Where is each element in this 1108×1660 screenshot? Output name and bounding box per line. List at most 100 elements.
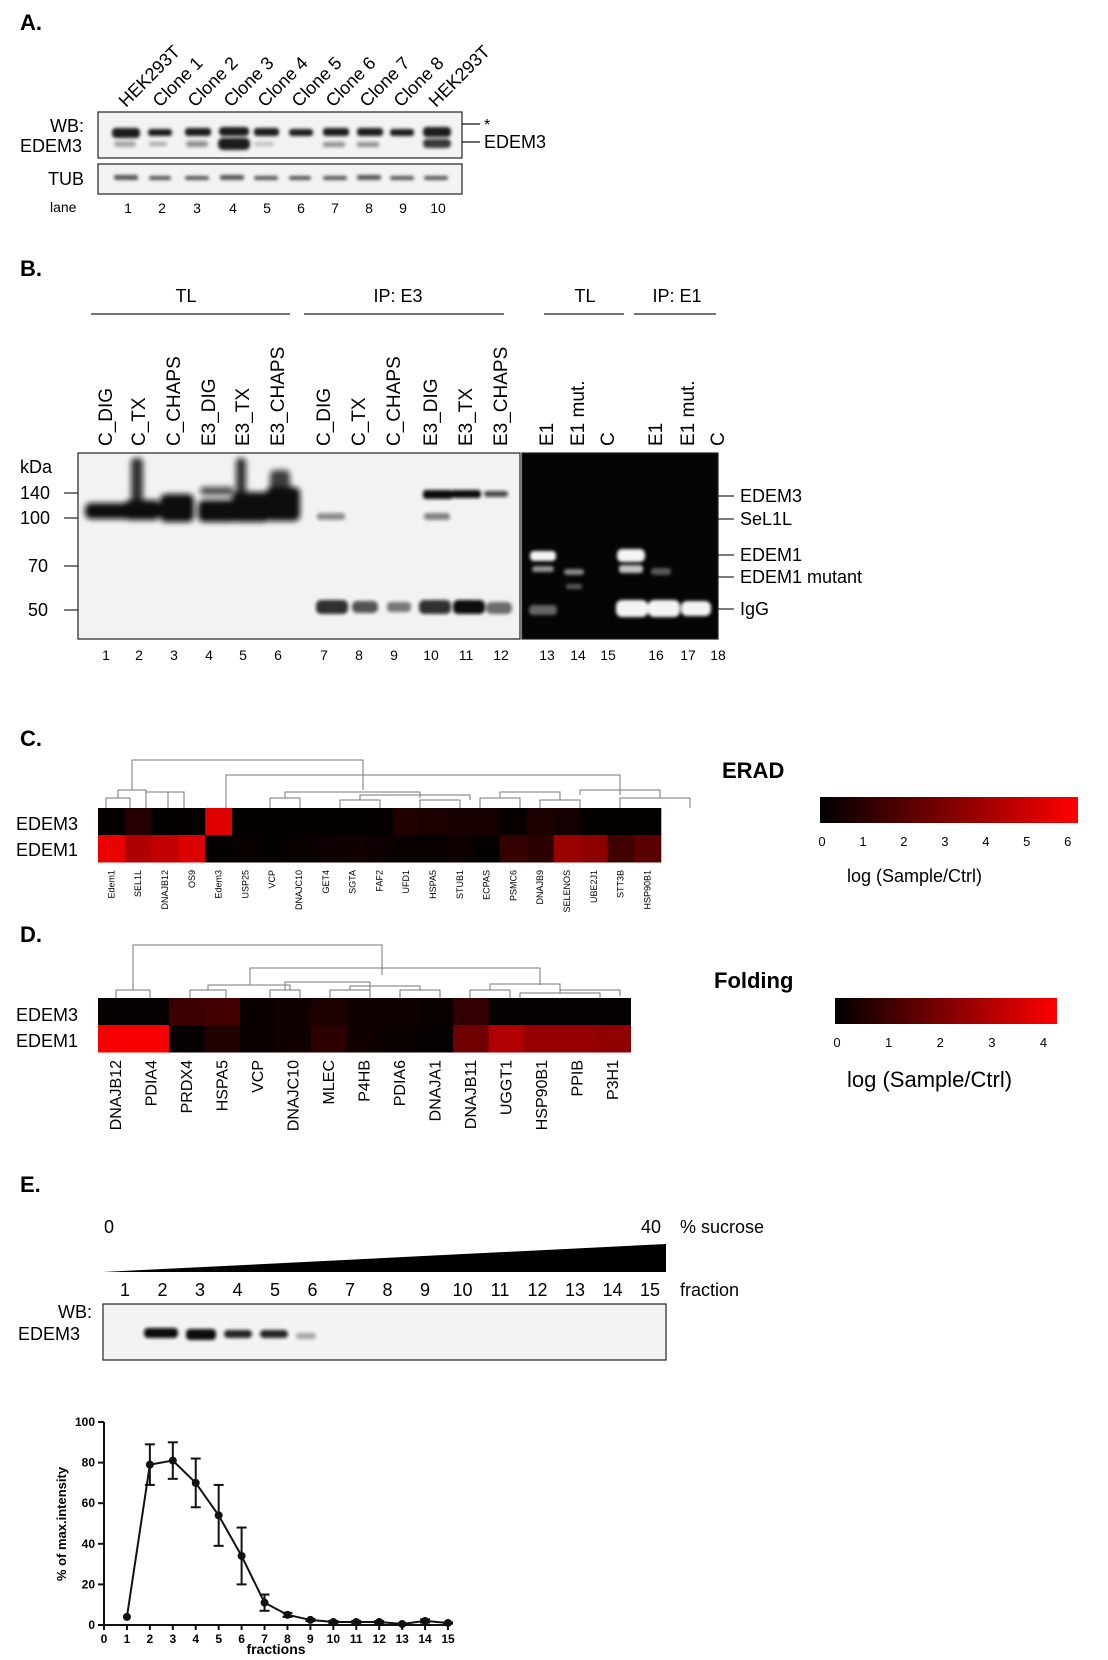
heatmap-column-label: DNAJC10	[286, 1060, 303, 1131]
panel-a-tub-bands	[114, 175, 448, 180]
heatmap-cell	[392, 808, 421, 836]
colorbar-tick: 6	[1064, 834, 1071, 849]
panel-e: E. 0 40 % sucrose 1 2 3 4 5 6 7 8 9 10 11 12 13 14 15 …	[18, 1172, 764, 1657]
heatmap-cell	[346, 1025, 383, 1053]
colorbar-tick: 5	[1023, 834, 1030, 849]
chart-x-tick-label: 14	[418, 1632, 432, 1646]
panel-e-fraction-number: 7	[345, 1280, 355, 1300]
heatmap-cell	[634, 835, 662, 863]
panel-e-fraction-number: 6	[307, 1280, 317, 1300]
panel-d-label: D.	[20, 922, 42, 947]
panel-e-wb-label: WB:	[58, 1302, 92, 1322]
heatmap-column-label: UFD1	[401, 870, 411, 894]
panel-b-lane-title: C	[598, 432, 619, 446]
panel-c-row-edem1: EDEM1	[16, 840, 78, 860]
chart-y-tick-label: 60	[82, 1496, 96, 1510]
chart-point	[122, 1612, 131, 1621]
panel-b-lane-number: 11	[459, 647, 474, 663]
panel-b-mw-100: 100	[20, 508, 50, 528]
chart-point	[375, 1617, 384, 1626]
heatmap-cell	[595, 1025, 631, 1053]
heatmap-column-label: Edem3	[214, 870, 224, 899]
panel-e-label: E.	[20, 1172, 41, 1197]
panel-b-lane-title: E1 mut.	[678, 381, 699, 446]
heatmap-column-label: PRDX4	[179, 1060, 196, 1113]
panel-c-label: C.	[20, 726, 42, 751]
panel-b-right-edem1-mutant: EDEM1 mutant	[740, 567, 862, 587]
chart-x-tick-label: 13	[395, 1632, 409, 1646]
heatmap-cell	[133, 1025, 170, 1053]
panel-b-lane-number: 10	[423, 647, 439, 663]
heatmap-column-label: HSPA5	[215, 1060, 232, 1111]
heatmap-cell	[419, 808, 447, 836]
heatmap-cell	[178, 808, 206, 836]
panel-b-right-sel1l: SeL1L	[740, 509, 792, 529]
heatmap-cell	[453, 1025, 489, 1053]
heatmap-column-label: Edem1	[106, 870, 116, 899]
chart-y-tick-label: 100	[75, 1415, 95, 1429]
chart-y-tick-label: 20	[82, 1577, 96, 1591]
panel-b-lane-number: 14	[570, 647, 586, 663]
heatmap-cell	[580, 808, 608, 836]
heatmap-cell	[169, 998, 205, 1026]
panel-b-lane-number: 15	[600, 647, 616, 663]
colorbar-tick: 3	[941, 834, 948, 849]
chart-x-tick-label: 1	[124, 1632, 131, 1646]
heatmap-column-label: STUB1	[455, 870, 465, 899]
chart-x-tick-label: 7	[261, 1632, 268, 1646]
panel-c-row-edem3: EDEM3	[16, 814, 78, 834]
heatmap-cell	[124, 835, 153, 863]
heatmap-cell	[204, 998, 241, 1026]
panel-b-kda-label: kDa	[20, 457, 53, 477]
heatmap-cell	[453, 998, 489, 1026]
panel-e-fraction-number: 13	[565, 1280, 585, 1300]
heatmap-column-label: DNAJB9	[535, 870, 545, 905]
heatmap-column-label: P3H1	[605, 1060, 622, 1100]
panel-b-lane-number: 9	[390, 647, 398, 663]
chart-y-tick-label: 0	[88, 1618, 95, 1632]
heatmap-column-label: MLEC	[321, 1060, 338, 1104]
panel-c-colorbar	[820, 797, 1078, 823]
heatmap-cell	[595, 998, 631, 1026]
panel-b-group-ip-e1: IP: E1	[652, 286, 701, 306]
panel-c-colorbar-label: log (Sample/Ctrl)	[847, 866, 982, 886]
panel-a-lane-number: 5	[263, 200, 271, 216]
heatmap-column-label: HSP90B1	[642, 870, 652, 910]
heatmap-cell	[133, 998, 170, 1026]
heatmap-column-label: P4HB	[357, 1060, 374, 1102]
chart-y-ticks: 0 20 40 60 80 100	[75, 1415, 104, 1632]
panel-e-fraction-number: 12	[527, 1280, 547, 1300]
chart-point	[168, 1456, 177, 1465]
heatmap-cell	[382, 998, 418, 1026]
panel-b-lane-number: 12	[493, 647, 509, 663]
panel-b-mw-70: 70	[28, 556, 48, 576]
heatmap-cell	[98, 1025, 134, 1053]
panel-a-edem3-label: EDEM3	[20, 136, 82, 156]
chart-x-tick-label: 5	[215, 1632, 222, 1646]
panel-d-dendrogram	[115, 944, 621, 998]
panel-e-fraction-number: 11	[491, 1280, 510, 1300]
panel-b-right-igg: IgG	[740, 599, 769, 619]
chart-x-tick-label: 9	[307, 1632, 314, 1646]
chart-point	[444, 1618, 452, 1627]
chart-x-tick-label: 15	[441, 1632, 455, 1646]
panel-d: D. Folding EDEM3 EDEM1 DNAJB12 PDIA4 PRDX4…	[16, 922, 1057, 1131]
panel-a-lane-number: 1	[124, 200, 132, 216]
panel-e-fraction-number: 10	[452, 1280, 472, 1300]
heatmap-cell	[392, 835, 421, 863]
heatmap-cell	[553, 835, 581, 863]
chart-x-tick-label: 10	[327, 1632, 341, 1646]
panel-b-lane-title: C	[708, 432, 729, 446]
heatmap-cell	[240, 998, 276, 1026]
heatmap-cell	[607, 808, 635, 836]
heatmap-column-label: USP25	[240, 870, 250, 899]
panel-b-lane-number: 1	[102, 647, 110, 663]
heatmap-cell	[312, 835, 340, 863]
panel-c-column-labels: Edem1 SEL1L DNAJB12 OS9 Edem3 USP25 VCP DNAJC10…	[106, 870, 652, 913]
heatmap-cell	[524, 998, 560, 1026]
heatmap-column-label: UBE2J1	[589, 870, 599, 903]
panel-e-fraction-number: 5	[270, 1280, 280, 1300]
heatmap-column-label: HSPA5	[428, 870, 438, 899]
